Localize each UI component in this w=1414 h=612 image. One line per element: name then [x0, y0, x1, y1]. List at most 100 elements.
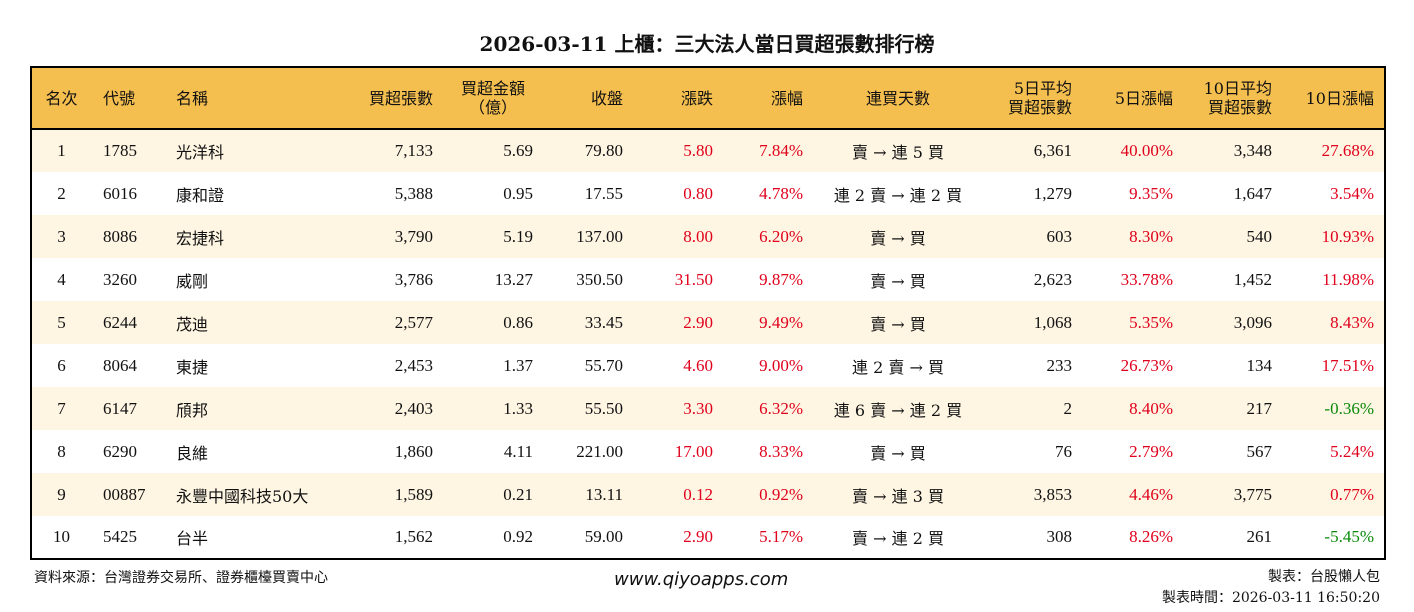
cell-rank: 2 [57, 183, 66, 203]
cell-code: 8086 [103, 226, 137, 246]
cell-net-buy-lots: 2,403 [394, 398, 433, 418]
cell-change5-pct: 4.46% [1129, 484, 1173, 504]
cell-change5-pct: 33.78% [1120, 269, 1173, 289]
cell-name: 威剛 [176, 271, 209, 291]
author: 製表：台股懶人包 [1268, 569, 1380, 585]
cell-close: 59.00 [584, 527, 623, 546]
cell-avg10-net-buy: 261 [1246, 527, 1273, 546]
cell-avg10-net-buy: 540 [1246, 226, 1273, 246]
cell-avg5-net-buy: 76 [1055, 441, 1072, 461]
cell-code: 6147 [103, 398, 137, 418]
cell-close: 17.55 [584, 183, 623, 203]
cell-code: 1785 [103, 141, 137, 160]
header-change10-pct: 10日漲幅 [1305, 88, 1374, 108]
cell-avg5-net-buy: 2,623 [1033, 269, 1072, 289]
cell-change: 0.12 [683, 484, 713, 504]
cell-change10-pct: 10.93% [1321, 226, 1374, 246]
cell-streak: 連 2 賣 → 買 [852, 357, 944, 377]
cell-net-buy-lots: 1,589 [394, 484, 433, 504]
cell-streak: 賣 → 連 5 買 [852, 143, 944, 162]
cell-change5-pct: 9.35% [1129, 183, 1173, 203]
cell-streak: 賣 → 買 [870, 228, 926, 248]
cell-change: 4.60 [683, 355, 713, 375]
cell-streak: 賣 → 買 [870, 271, 926, 291]
table-row: 3 8086 宏捷科 3,790 5.19 137.00 8.00 6.20% 賣 → 買 603… [31, 215, 1385, 258]
cell-change5-pct: 8.30% [1129, 226, 1173, 246]
cell-name: 永豐中國科技50大 [176, 486, 309, 506]
table-row: 1 1785 光洋科 7,133 5.69 79.80 5.80 7.84% 賣 → 連 5 買… [31, 129, 1385, 172]
cell-name: 宏捷科 [176, 228, 225, 248]
cell-code: 5425 [103, 527, 137, 546]
cell-avg10-net-buy: 1,647 [1233, 183, 1272, 203]
cell-net-buy-lots: 1,860 [394, 441, 433, 461]
cell-avg5-net-buy: 3,853 [1033, 484, 1072, 504]
cell-rank: 4 [57, 269, 66, 289]
cell-net-buy-amount: 1.37 [503, 355, 533, 375]
cell-change-pct: 9.87% [759, 269, 803, 289]
cell-change5-pct: 2.79% [1129, 441, 1173, 461]
cell-change: 31.50 [674, 269, 713, 289]
cell-avg5-net-buy: 1,279 [1033, 183, 1072, 203]
cell-avg5-net-buy: 2 [1063, 398, 1073, 418]
cell-streak: 賣 → 連 2 買 [852, 529, 944, 548]
cell-code: 00887 [103, 484, 146, 504]
header-streak: 連買天數 [865, 88, 930, 108]
cell-rank: 10 [53, 527, 70, 546]
cell-close: 350.50 [576, 269, 623, 289]
cell-change-pct: 8.33% [759, 441, 803, 461]
table-header-row: 名次 代號 名稱 買超張數 買超金額 （億） 收盤 漲跌 漲幅 連買天數 5日平均 買超張數 5日漲… [31, 67, 1385, 129]
cell-code: 6016 [103, 183, 137, 203]
cell-net-buy-lots: 1,562 [394, 527, 433, 546]
ranking-table: 名次 代號 名稱 買超張數 買超金額 （億） 收盤 漲跌 漲幅 連買天數 5日平均 買超張數 5日漲… [30, 66, 1386, 560]
footer-credits: 製表：台股懶人包 製表時間：2026-03-11 16:50:20 [1162, 567, 1380, 609]
cell-avg5-net-buy: 6,361 [1033, 141, 1072, 160]
cell-change10-pct: 11.98% [1322, 269, 1374, 289]
website-link[interactable]: www.qiyoapps.com [614, 569, 789, 590]
cell-avg10-net-buy: 3,096 [1233, 312, 1272, 332]
cell-close: 79.80 [584, 141, 623, 160]
table-row: 8 6290 良維 1,860 4.11 221.00 17.00 8.33% 賣 → 買 76 2… [31, 430, 1385, 473]
cell-avg10-net-buy: 567 [1246, 441, 1273, 461]
cell-net-buy-lots: 7,133 [394, 141, 433, 160]
cell-close: 33.45 [584, 312, 623, 332]
cell-streak: 賣 → 買 [870, 443, 926, 463]
cell-close: 13.11 [585, 484, 623, 504]
cell-avg5-net-buy: 1,068 [1033, 312, 1072, 332]
header-change5-pct: 5日漲幅 [1114, 88, 1173, 108]
cell-change5-pct: 40.00% [1120, 141, 1173, 160]
cell-change: 0.80 [683, 183, 713, 203]
cell-rank: 3 [57, 226, 66, 246]
cell-close: 221.00 [576, 441, 623, 461]
cell-net-buy-lots: 2,577 [394, 312, 433, 332]
cell-avg10-net-buy: 217 [1246, 398, 1273, 418]
cell-change5-pct: 26.73% [1120, 355, 1173, 375]
header-net-buy-amount: 買超金額 （億） [460, 79, 525, 117]
cell-change: 2.90 [683, 527, 713, 546]
header-close: 收盤 [590, 88, 623, 108]
cell-code: 6290 [103, 441, 137, 461]
cell-net-buy-amount: 13.27 [494, 269, 533, 289]
cell-net-buy-amount: 0.86 [503, 312, 533, 332]
cell-change5-pct: 8.40% [1129, 398, 1173, 418]
cell-net-buy-amount: 1.33 [503, 398, 533, 418]
cell-rank: 9 [57, 484, 66, 504]
cell-avg5-net-buy: 603 [1046, 226, 1073, 246]
cell-code: 8064 [103, 355, 137, 375]
header-change-pct: 漲幅 [770, 88, 803, 108]
cell-change-pct: 9.00% [759, 355, 803, 375]
cell-net-buy-amount: 0.95 [503, 183, 533, 203]
page-title: 2026-03-11 上櫃：三大法人當日買超張數排行榜 [479, 32, 935, 56]
cell-code: 3260 [103, 269, 137, 289]
data-source: 資料來源：台灣證券交易所、證券櫃檯買賣中心 [34, 570, 328, 586]
cell-net-buy-amount: 0.92 [503, 527, 533, 546]
cell-name: 台半 [176, 529, 209, 548]
table-row: 5 6244 茂迪 2,577 0.86 33.45 2.90 9.49% 賣 → 買 1,068… [31, 301, 1385, 344]
cell-avg10-net-buy: 3,775 [1233, 484, 1272, 504]
cell-change10-pct: 5.24% [1330, 441, 1374, 461]
cell-code: 6244 [103, 312, 137, 332]
cell-avg5-net-buy: 308 [1046, 527, 1073, 546]
cell-name: 良維 [176, 443, 209, 463]
cell-change10-pct: 27.68% [1321, 141, 1374, 160]
table-row: 2 6016 康和證 5,388 0.95 17.55 0.80 4.78% 連 2 賣 → 連… [31, 172, 1385, 215]
cell-net-buy-lots: 3,786 [394, 269, 433, 289]
